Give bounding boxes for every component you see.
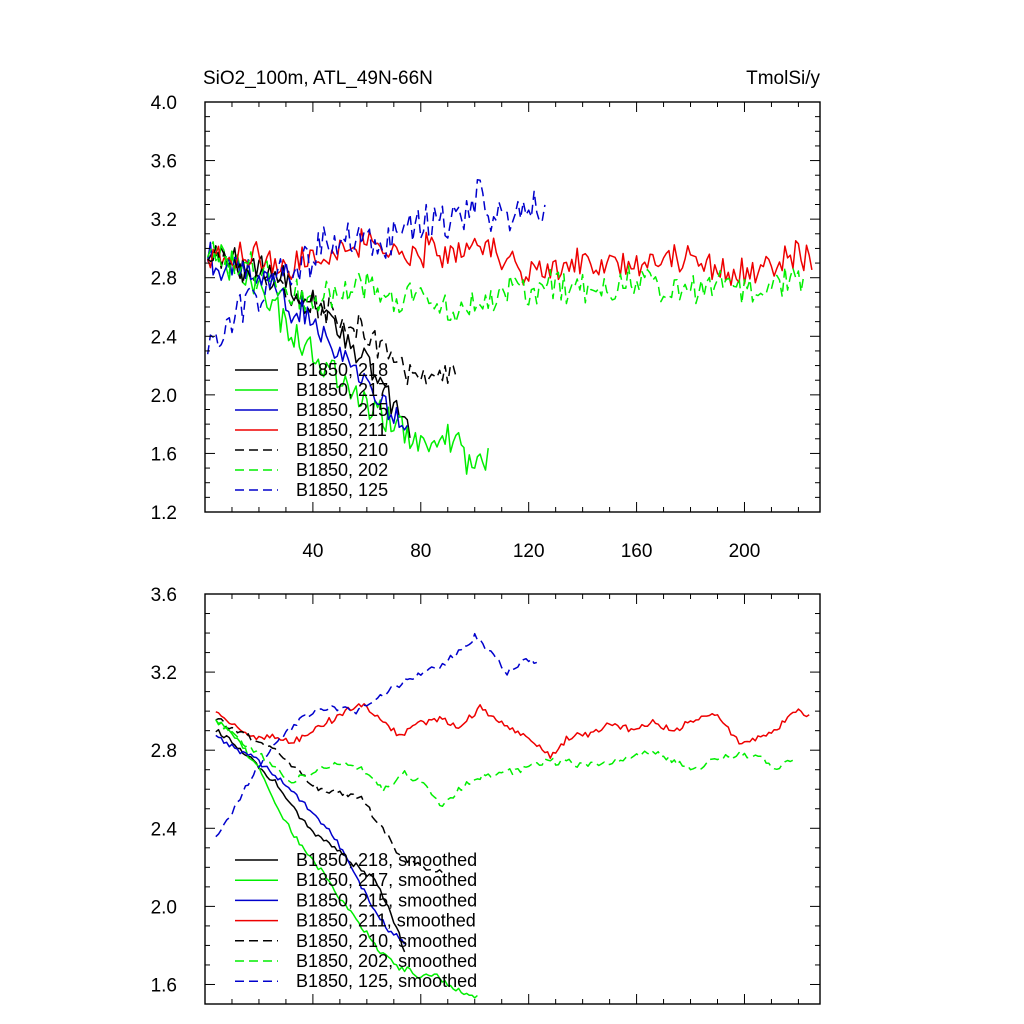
top-x-tick-label: 200 [729,541,761,562]
top-legend-label-2: B1850, 217 [296,380,388,400]
top-series-line-7 [206,179,546,355]
bottom-legend-label-3: B1850, 215, smoothed [296,890,477,910]
top-x-tick-label: 80 [410,541,431,562]
bottom-series-line-2 [215,719,478,999]
bottom-y-tick-label: 2.0 [151,897,177,918]
bottom-series-line-5 [215,717,446,874]
top-x-tick-label: 160 [621,541,653,562]
top-legend-label-7: B1850, 125 [296,480,388,500]
bottom-ticks: 1.6 2.0 2.4 2.8 3.2 3.6 [151,585,820,1005]
top-y-tick-label: 3.6 [151,152,177,173]
top-y-tick-label: 2.0 [151,386,177,407]
bottom-y-tick-label: 2.8 [151,741,177,762]
top-legend-label-4: B1850, 211 [296,420,387,440]
bottom-legend-label-1: B1850, 218, smoothed [296,850,477,870]
top-title-right: TmolSi/y [746,68,820,89]
bottom-y-tick-label: 3.2 [151,663,177,684]
top-legend-label-5: B1850, 210 [296,440,388,460]
top-x-tick-label: 40 [302,541,323,562]
bottom-legend-label-5: B1850, 210, smoothed [296,931,477,951]
top-legend-label-6: B1850, 202 [296,460,388,480]
top-title-left: SiO2_100m, ATL_49N-66N [203,68,433,89]
top-y-tick-label: 2.4 [151,327,178,348]
bottom-series-line-7 [215,632,538,838]
top-x-tick-label: 120 [513,541,545,562]
bottom-legend-label-6: B1850, 202, smoothed [296,951,477,971]
top-panel: SiO2_100m, ATL_49N-66N TmolSi/y 1.2 1.6 2.… [151,68,821,562]
top-legend-label-3: B1850, 215 [296,400,388,420]
bottom-y-tick-label: 1.6 [151,975,177,996]
top-lines [206,179,813,475]
top-y-tick-label: 4.0 [151,93,177,114]
top-legend-label-1: B1850, 218 [296,360,388,380]
bottom-y-tick-label: 3.6 [151,585,177,606]
top-y-tick-label: 3.2 [151,210,177,231]
top-series-line-6 [207,241,805,323]
top-y-tick-label: 1.2 [151,503,177,524]
bottom-y-tick-label: 2.4 [151,819,178,840]
top-series-line-2 [206,244,489,475]
top-ticks: 1.2 1.6 2.0 2.4 2.8 3.2 3.6 4.0 40 80 120 160 200 [151,93,820,562]
top-y-tick-label: 1.6 [151,444,177,465]
bottom-legend-label-7: B1850, 125, smoothed [296,971,477,991]
bottom-series-line-3 [215,734,406,945]
bottom-series-line-6 [215,719,796,808]
bottom-lines [215,632,810,999]
bottom-panel: 1.62.02.42.83.23.6 B1850, 218, smoothedB… [151,585,821,1005]
bottom-legend-label-2: B1850, 217, smoothed [296,870,477,890]
bottom-plot-frame [204,593,821,1005]
top-y-tick-label: 2.8 [151,269,177,290]
bottom-series-line-4 [215,703,810,759]
bottom-legend-label-4: B1850, 211, smoothed [296,911,476,931]
